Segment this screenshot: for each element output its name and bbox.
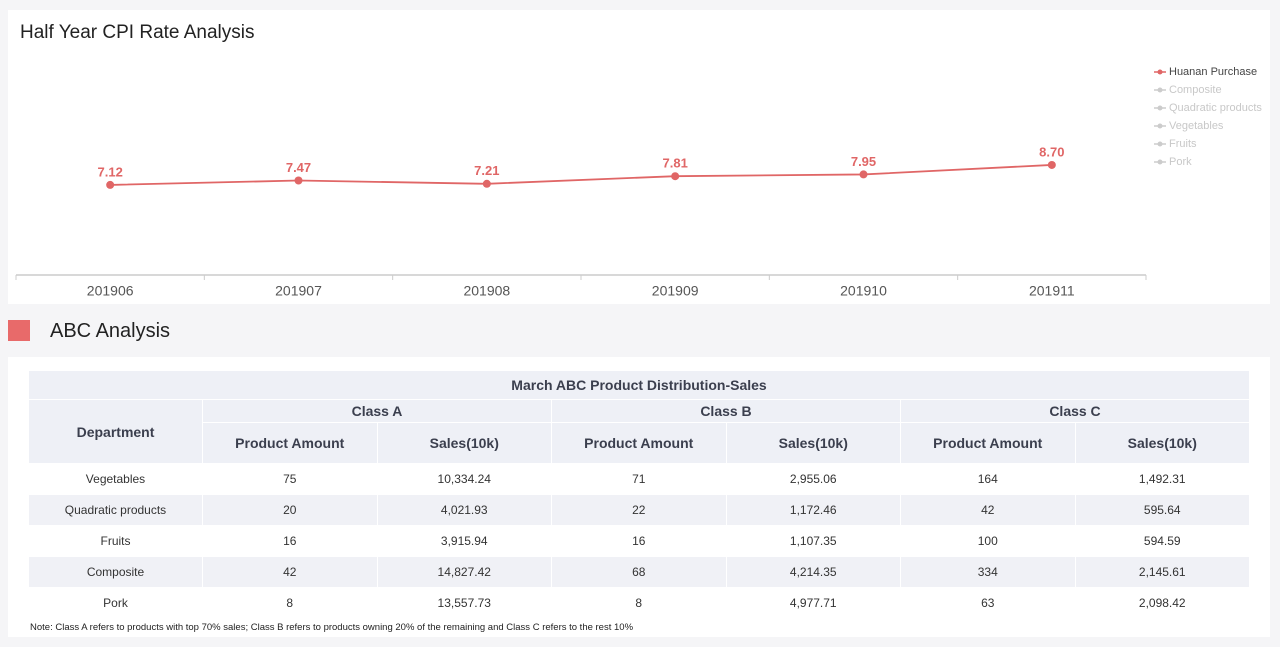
legend-label: Huanan Purchase (1169, 66, 1257, 78)
point (106, 180, 115, 189)
chart: Half Year CPI Rate Analysis 201906 201907… (15, 22, 1262, 299)
cell: 4,214.35 (725, 556, 901, 588)
cell: 16 (202, 525, 378, 557)
cell: 164 (900, 463, 1076, 495)
data-label: 8.70 (1039, 144, 1064, 159)
chart-title: Half Year CPI Rate Analysis (20, 22, 254, 43)
cell: 8 (202, 587, 378, 619)
cell: 75 (202, 463, 378, 495)
cell: 42 (202, 556, 378, 588)
cell: 42 (900, 494, 1076, 526)
cell: Composite (28, 556, 203, 588)
point (671, 172, 680, 181)
cell: Vegetables (28, 463, 203, 495)
cell: Pork (28, 587, 203, 619)
sub-header: Product Amount (900, 422, 1076, 464)
cell: 13,557.73 (376, 587, 552, 619)
abc-table: March ABC Product Distribution-Sales Depa… (28, 370, 1250, 619)
sub-header: Product Amount (202, 422, 378, 464)
data-row: Fruits 16 3,915.94 16 1,107.35 100 594.59 (28, 525, 1250, 557)
group-header: Class A (202, 399, 552, 423)
section-marker (8, 320, 30, 341)
cell: 2,145.61 (1074, 556, 1250, 588)
sub-header: Sales(10k) (1074, 422, 1250, 464)
legend-marker (1157, 69, 1163, 75)
sub-header: Product Amount (551, 422, 727, 464)
table-title: March ABC Product Distribution-Sales (28, 370, 1250, 400)
data-label: 7.12 (98, 164, 123, 179)
legend-label: Composite (1169, 84, 1222, 96)
cell: Quadratic products (28, 494, 203, 526)
sub-header: Sales(10k) (376, 422, 552, 464)
point (294, 176, 303, 185)
section-title: ABC Analysis (50, 320, 171, 342)
title-row: March ABC Product Distribution-Sales (28, 370, 1250, 400)
legend-label: Pork (1169, 156, 1192, 168)
data-row: Composite 42 14,827.42 68 4,214.35 334 2,145.6… (28, 556, 1250, 588)
cell: 20 (202, 494, 378, 526)
cell: 16 (551, 525, 727, 557)
legend-marker (1157, 87, 1163, 93)
data-row: Quadratic products 20 4,021.93 22 1,172.46 42… (28, 494, 1250, 526)
data-label: 7.47 (286, 160, 311, 175)
point (859, 170, 868, 179)
legend-marker (1157, 123, 1163, 129)
data-label: 7.95 (851, 154, 876, 169)
cell: 334 (900, 556, 1076, 588)
legend-label: Vegetables (1169, 120, 1224, 132)
cell: 1,172.46 (725, 494, 901, 526)
cell: 2,955.06 (725, 463, 901, 495)
point (482, 179, 491, 188)
x-tick-label: 201908 (463, 283, 510, 299)
data-row: Vegetables 75 10,334.24 71 2,955.06 164 1,492.… (28, 463, 1250, 495)
cell: 100 (900, 525, 1076, 557)
subheader-row: Product Amount Sales(10k) Product Amount Sa… (29, 422, 1250, 464)
group-header: Class C (900, 399, 1250, 423)
legend-marker (1157, 141, 1163, 147)
table-card: March ABC Product Distribution-Sales Depa… (8, 357, 1270, 637)
x-tick-label: 201906 (87, 283, 134, 299)
cell: 3,915.94 (376, 525, 552, 557)
x-tick-label: 201911 (1029, 283, 1075, 299)
data-label: 7.81 (663, 156, 688, 171)
data-label: 7.21 (474, 163, 499, 178)
legend-label: Fruits (1169, 138, 1197, 150)
cell: 4,021.93 (376, 494, 552, 526)
cell: 594.59 (1074, 525, 1250, 557)
group-header: Class B (551, 399, 901, 423)
cell: 1,107.35 (725, 525, 901, 557)
cell: 1,492.31 (1074, 463, 1250, 495)
x-tick-label: 201910 (840, 283, 887, 299)
legend-label: Quadratic products (1169, 102, 1262, 114)
legend-marker (1157, 105, 1163, 111)
cell: 71 (551, 463, 727, 495)
corner-header: Department (28, 399, 203, 464)
line (110, 164, 1052, 186)
cell: Fruits (28, 525, 203, 557)
chart-card: Half Year CPI Rate Analysis 201906 201907… (8, 10, 1270, 304)
cell: 63 (900, 587, 1076, 619)
cell: 4,977.71 (725, 587, 901, 619)
group-row: Department Class A Class B Class C (28, 399, 1250, 464)
table-note: Note: Class A refers to products with to… (30, 622, 634, 633)
sub-header: Sales(10k) (725, 422, 901, 464)
cell: 10,334.24 (376, 463, 552, 495)
cell: 14,827.42 (376, 556, 552, 588)
cell: 595.64 (1074, 494, 1250, 526)
x-tick-label: 201909 (652, 283, 699, 299)
cell: 22 (551, 494, 727, 526)
legend-marker (1157, 159, 1163, 165)
data-row: Pork 8 13,557.73 8 4,977.71 63 2,098.42 (28, 587, 1250, 619)
cell: 68 (551, 556, 727, 588)
x-tick-label: 201907 (275, 283, 322, 299)
cell: 8 (551, 587, 727, 619)
point (1047, 160, 1056, 169)
cell: 2,098.42 (1074, 587, 1250, 619)
